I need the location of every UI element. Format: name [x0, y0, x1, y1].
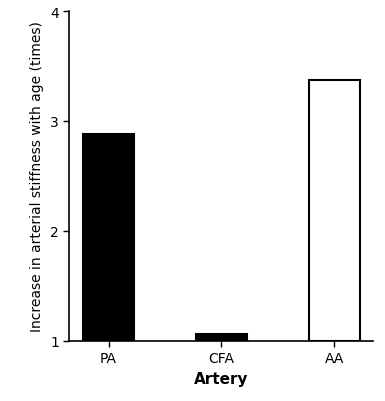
- X-axis label: Artery: Artery: [194, 371, 249, 386]
- Y-axis label: Increase in arterial stiffness with age (times): Increase in arterial stiffness with age …: [30, 21, 44, 332]
- Bar: [309, 81, 360, 341]
- Bar: [83, 135, 134, 341]
- Bar: [196, 334, 247, 341]
